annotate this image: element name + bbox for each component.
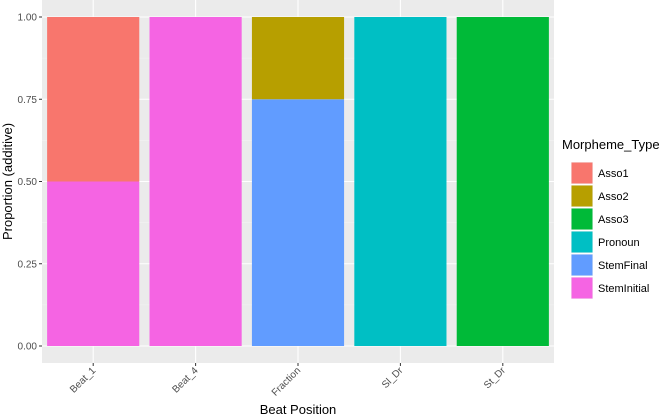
legend: Morpheme_Type Asso1 Asso2 Asso3 Pronoun Stem… <box>562 137 660 299</box>
y-tick-label: 0.75 <box>18 95 38 106</box>
bar-segment <box>47 181 140 346</box>
bar-segment <box>251 17 345 100</box>
x-tick-label: Fraction <box>270 365 303 398</box>
legend-key <box>571 231 593 253</box>
legend-label: StemFinal <box>598 260 648 272</box>
bar-segment <box>47 17 140 182</box>
legend-label: Asso3 <box>598 214 629 226</box>
bars <box>47 17 549 346</box>
legend-key <box>571 208 593 230</box>
bar-segment <box>354 17 447 346</box>
y-tick-label: 0.25 <box>18 259 38 270</box>
y-axis-title: Proportion (additive) <box>0 123 15 240</box>
y-tick-label: 0.00 <box>18 342 38 353</box>
bar-segment <box>456 17 549 346</box>
legend-label: Asso2 <box>598 191 629 203</box>
x-axis: Beat_1 Beat_4 Fraction Sl_Dr St_Dr <box>68 363 508 399</box>
x-tick-label: St_Dr <box>482 365 508 391</box>
legend-title: Morpheme_Type <box>562 137 660 152</box>
legend-label: StemInitial <box>598 283 649 295</box>
x-tick-label: Beat_4 <box>171 365 201 395</box>
x-tick-label: Beat_1 <box>68 365 98 395</box>
bar-segment <box>251 99 345 346</box>
x-axis-title: Beat Position <box>260 402 337 417</box>
bar-segment <box>149 17 242 346</box>
legend-key <box>571 185 593 207</box>
legend-label: Pronoun <box>598 237 640 249</box>
x-tick-label: Sl_Dr <box>380 365 406 391</box>
legend-items: Asso1 Asso2 Asso3 Pronoun StemFinal StemIniti… <box>571 162 649 299</box>
legend-key <box>571 162 593 184</box>
legend-key <box>571 254 593 276</box>
legend-key <box>571 277 593 299</box>
y-axis: 0.00 0.25 0.50 0.75 1.00 <box>18 13 42 353</box>
legend-label: Asso1 <box>598 168 629 180</box>
y-tick-label: 0.50 <box>18 177 38 188</box>
y-tick-label: 1.00 <box>18 13 38 24</box>
